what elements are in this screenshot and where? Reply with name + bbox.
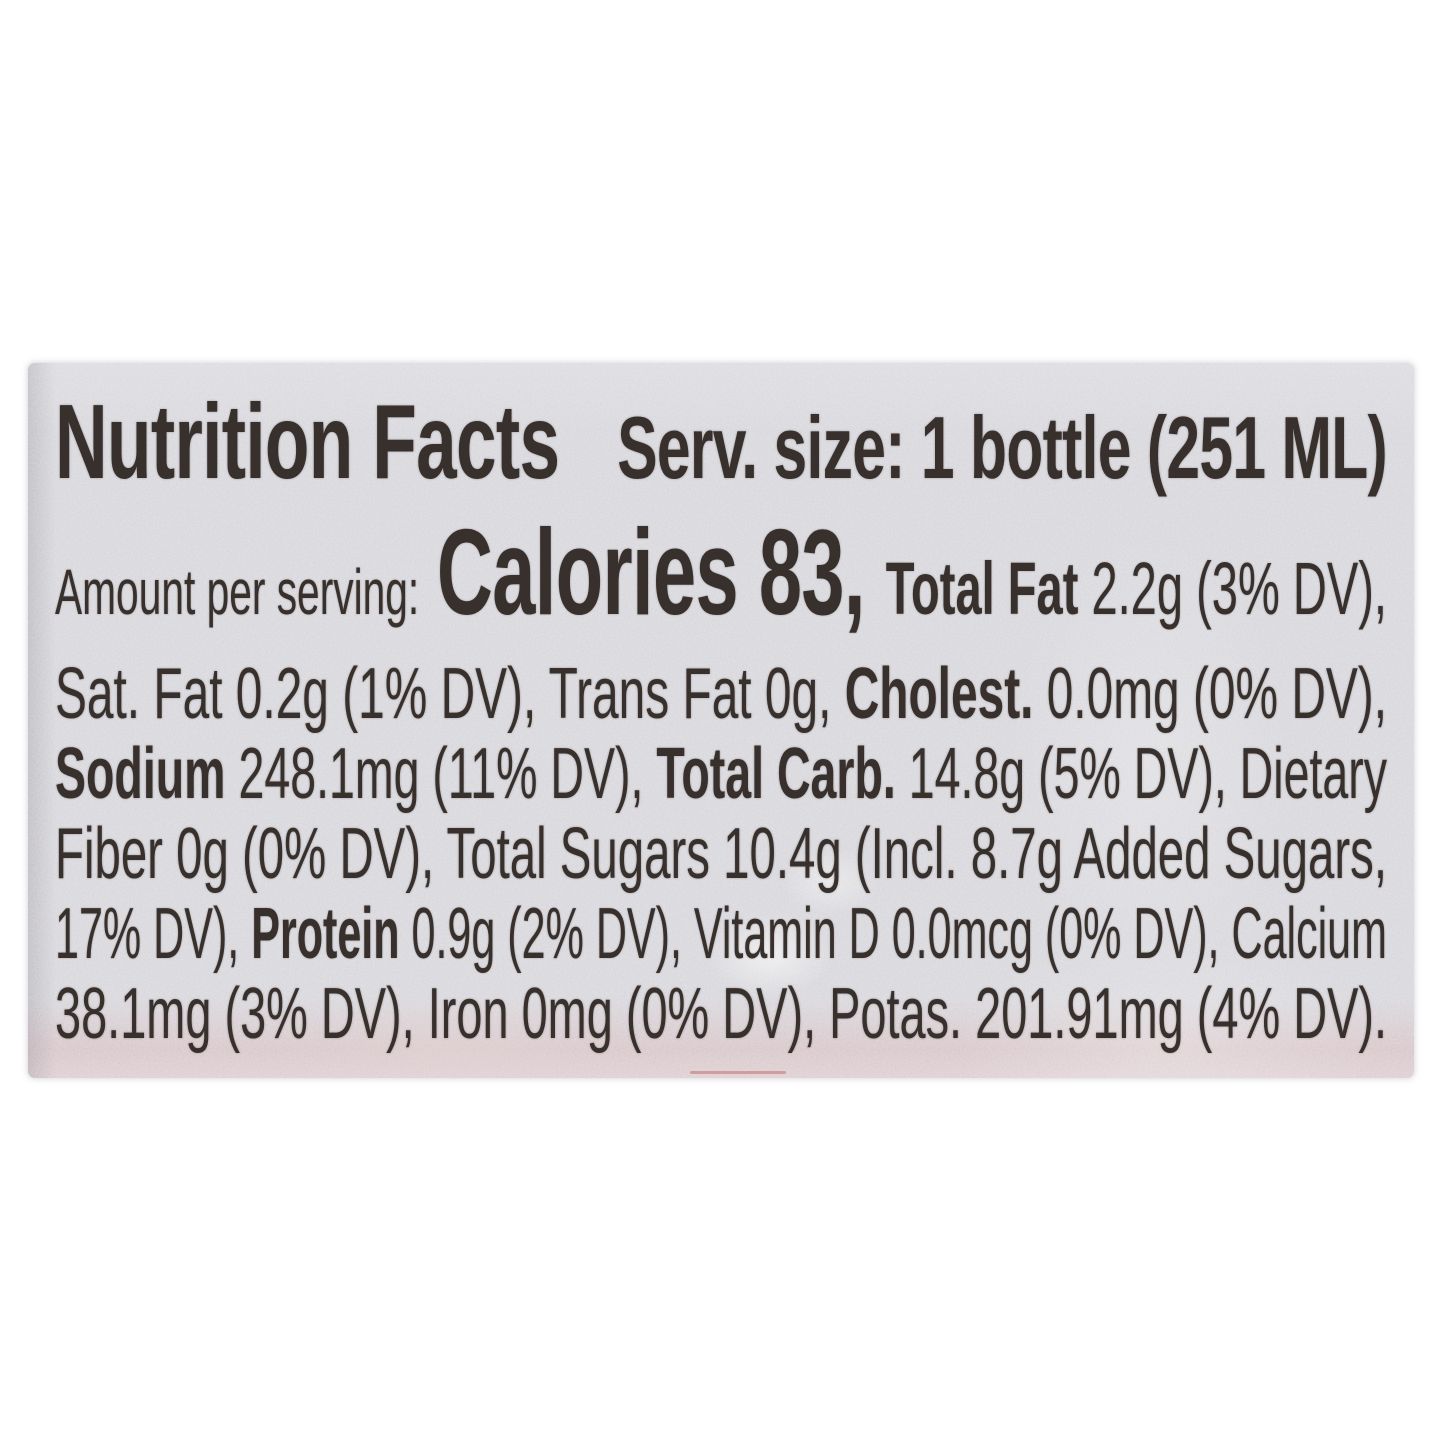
total-carb-value: 14.8g (5% DV), Dietary [908,734,1387,814]
cholesterol-value: 0.0mg (0% DV), [1046,654,1387,734]
calcium-iron-potassium-text: 38.1mg (3% DV), Iron 0mg (0% DV), Potas.… [55,974,1387,1054]
red-mark [690,1071,786,1074]
header-line: Nutrition Facts Serv. size: 1 bottle (251… [55,389,1388,501]
label-content: Nutrition Facts Serv. size: 1 bottle (251… [28,363,1414,1078]
satfat-transfat-text: Sat. Fat 0.2g (1% DV), Trans Fat 0g, [55,654,845,734]
protein-vitamind-value: 0.9g (2% DV), Vitamin D 0.0mcg (0% DV), … [411,894,1387,974]
nutrient-line-satfat-cholesterol: Sat. Fat 0.2g (1% DV), Trans Fat 0g, Cho… [55,655,1387,735]
nutrition-label: Nutrition Facts Serv. size: 1 bottle (251… [28,363,1414,1078]
total-carb-label: Total Carb. [656,734,909,814]
serving-size: Serv. size: 1 bottle (251 ML) [617,398,1387,497]
nutrient-line-fiber-sugars: Fiber 0g (0% DV), Total Sugars 10.4g (In… [55,815,1387,895]
sodium-value: 248.1mg (11% DV), [238,734,657,814]
sodium-label: Sodium [55,734,239,814]
nutrient-line-sodium-carb: Sodium 248.1mg (11% DV), Total Carb. 14.… [55,735,1387,815]
label-title: Nutrition Facts [55,383,560,501]
total-fat-value: 2.2g (3% DV), [1091,547,1387,630]
nutrient-line-protein-vitamind: 17% DV), Protein 0.9g (2% DV), Vitamin D… [55,895,1387,975]
added-sugars-dv-text: 17% DV), [55,894,252,974]
calories-value: Calories 83, [436,504,886,640]
calories-line: Amount per serving: Calories 83, Total F… [55,511,1387,641]
amount-per-serving-label: Amount per serving: [55,556,431,628]
fiber-sugars-text: Fiber 0g (0% DV), Total Sugars 10.4g (In… [55,814,1387,894]
cholesterol-label: Cholest. [844,654,1047,734]
protein-label: Protein [251,894,412,974]
nutrient-line-calcium-iron-potassium: 38.1mg (3% DV), Iron 0mg (0% DV), Potas.… [55,975,1387,1055]
total-fat-label: Total Fat [885,547,1092,630]
